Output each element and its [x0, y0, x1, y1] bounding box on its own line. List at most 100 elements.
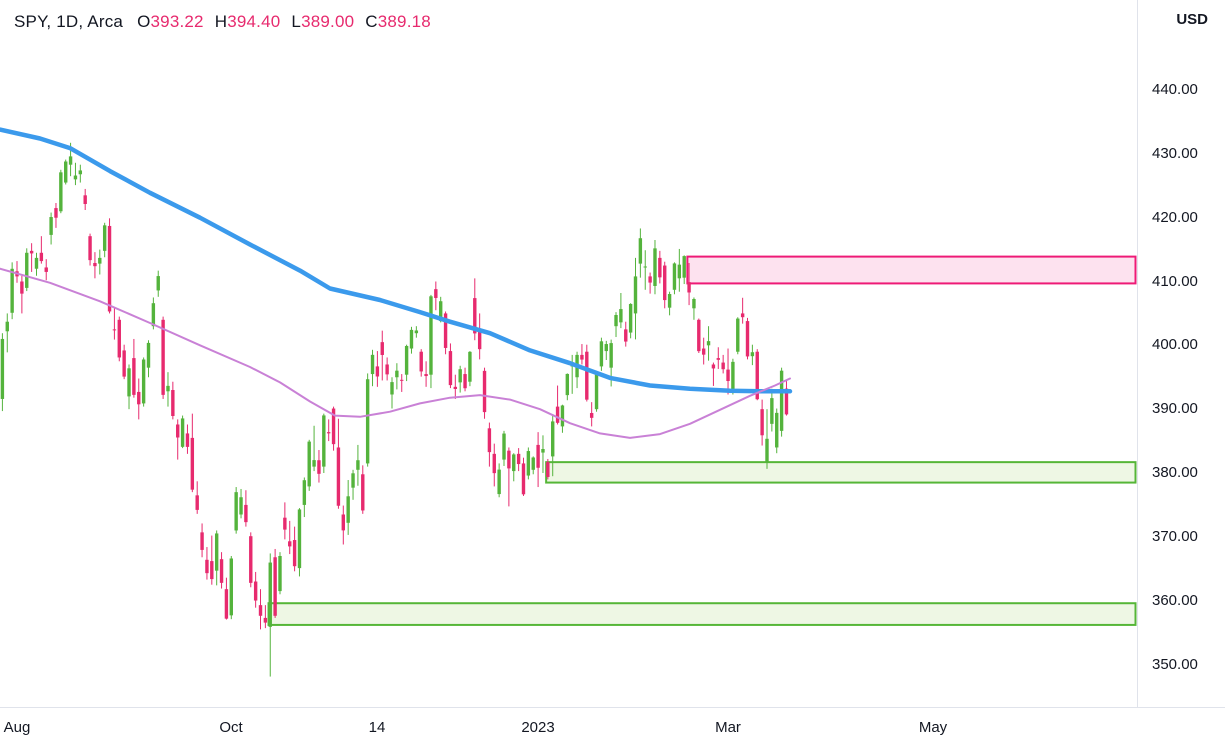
- price-axis-label: 410.00: [1152, 272, 1198, 290]
- price-axis-label: 350.00: [1152, 655, 1198, 673]
- candle-down: [463, 374, 467, 389]
- supply-zone[interactable]: [686, 255, 1137, 285]
- candle-up: [497, 469, 501, 495]
- ohlc-close: C389.18: [365, 12, 431, 31]
- candle-up: [628, 303, 633, 333]
- candle-up: [565, 373, 570, 396]
- candle-up: [692, 298, 696, 309]
- candle-up: [102, 225, 107, 251]
- candle-up: [346, 496, 350, 523]
- candle-up: [395, 370, 399, 378]
- candle-down: [760, 409, 764, 436]
- candle-down: [453, 386, 458, 389]
- time-axis-label: Mar: [715, 719, 741, 736]
- candle-down: [253, 581, 258, 601]
- candle-up: [667, 294, 672, 308]
- candle-up: [312, 460, 316, 467]
- candle-up: [614, 315, 618, 327]
- candle-up: [156, 276, 160, 291]
- ohlc-low-label: L: [291, 12, 302, 31]
- candle-up: [653, 248, 657, 286]
- candle-up: [770, 398, 774, 424]
- ohlc-open-label: O: [137, 12, 151, 31]
- candle-down: [122, 350, 126, 377]
- candle-up: [0, 338, 5, 399]
- candle-up: [34, 257, 39, 269]
- candle-down: [244, 504, 248, 523]
- candle-up: [365, 379, 370, 464]
- candle-up: [609, 343, 613, 368]
- candle-down: [210, 561, 214, 580]
- candle-up: [64, 161, 68, 183]
- candle-up: [672, 263, 677, 290]
- candle-up: [429, 296, 433, 375]
- candle-up: [599, 341, 604, 367]
- candle-up: [765, 438, 769, 462]
- candle-down: [195, 495, 199, 510]
- candle-down: [482, 370, 487, 413]
- candle-down: [419, 351, 423, 372]
- candle-down: [88, 236, 92, 261]
- candle-up: [731, 361, 735, 392]
- candle-down: [317, 460, 321, 474]
- candle-down: [219, 559, 224, 583]
- candle-down: [283, 517, 287, 530]
- time-axis-label: Aug: [3, 719, 31, 736]
- ma-line-fast-purple[interactable]: [0, 267, 791, 439]
- price-axis-label: 390.00: [1152, 400, 1198, 418]
- candle-down: [39, 252, 44, 262]
- time-axis[interactable]: Aug Oct 14 2023 Mar May: [0, 707, 1225, 751]
- candle-down: [375, 366, 380, 377]
- ohlc-close-value: 389.18: [377, 12, 431, 31]
- candle-down: [492, 453, 496, 474]
- price-axis-label: 420.00: [1152, 208, 1198, 226]
- candle-down: [687, 282, 691, 293]
- candle-down: [585, 351, 589, 400]
- candle-down: [117, 319, 121, 358]
- demand-zone-lower[interactable]: [267, 602, 1137, 626]
- candle-up: [214, 533, 219, 571]
- candle-up: [141, 359, 146, 404]
- candle-down: [137, 391, 141, 405]
- candle-down: [784, 388, 789, 415]
- candle-up: [439, 301, 443, 322]
- symbol-legend: SPY, 1D, Arca O393.22 H394.40 L389.00 C389.1…: [14, 12, 442, 32]
- candle-up: [512, 454, 516, 472]
- candle-up: [775, 412, 779, 448]
- candle-down: [292, 540, 297, 567]
- symbol-title[interactable]: SPY, 1D, Arca: [14, 12, 124, 31]
- candle-down: [589, 412, 594, 418]
- ohlc-high-value: 394.40: [227, 12, 281, 31]
- candle-down: [521, 463, 526, 495]
- candle-down: [331, 408, 336, 445]
- candle-down: [190, 437, 195, 490]
- candle-up: [356, 460, 360, 470]
- candle-up: [779, 370, 784, 431]
- price-axis-label: 370.00: [1152, 527, 1198, 545]
- candle-up: [146, 342, 151, 368]
- price-axis[interactable]: 440.00 430.00 420.00 410.00 400.00 390.00 380.…: [1137, 0, 1225, 707]
- candle-up: [531, 457, 535, 470]
- price-axis-label: 380.00: [1152, 464, 1198, 481]
- ma-line-slow-blue[interactable]: [0, 127, 793, 394]
- price-axis-label: 440.00: [1152, 81, 1198, 98]
- candle-up: [682, 256, 686, 278]
- ohlc-high: H394.40: [215, 12, 281, 31]
- candle-up: [5, 321, 9, 332]
- currency-label[interactable]: USD: [1176, 11, 1208, 28]
- candle-up: [151, 303, 156, 327]
- candle-up: [404, 345, 409, 375]
- candle-down: [224, 589, 229, 619]
- demand-zone-upper[interactable]: [545, 461, 1137, 484]
- candle-up: [10, 268, 14, 313]
- candle-down: [132, 358, 136, 395]
- candle-up: [541, 448, 545, 453]
- candle-down: [424, 374, 428, 377]
- candle-down: [697, 319, 701, 352]
- candle-down: [755, 351, 759, 400]
- candle-down: [54, 208, 58, 218]
- candle-up: [458, 369, 462, 383]
- candle-up: [239, 497, 243, 515]
